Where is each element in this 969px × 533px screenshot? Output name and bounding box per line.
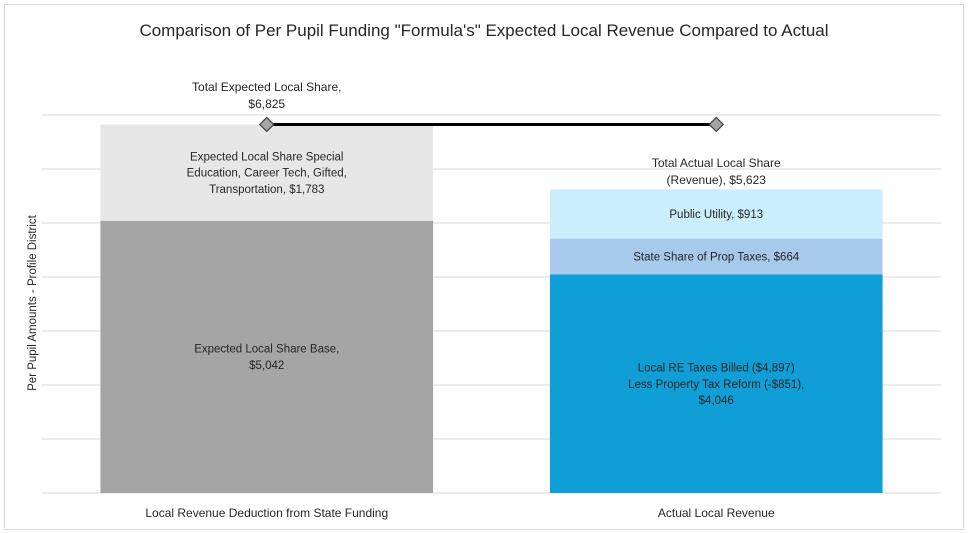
segment-label: Expected Local Share Base, $5,042 [194,344,339,372]
x-axis-categories: Local Revenue Deduction from State Fundi… [145,506,775,520]
segment-label: Public Utility, $913 [669,209,763,221]
total-actual-label-line: (Revenue), $5,623 [667,173,767,187]
bar-segment [549,189,883,239]
chart-title: Comparison of Per Pupil Funding "Formula… [139,21,828,40]
bars [100,124,883,493]
category-label: Local Revenue Deduction from State Fundi… [145,506,388,520]
category-label: Actual Local Revenue [658,506,775,520]
segment-label-line: $4,046 [699,395,734,407]
total-actual-label: Total Actual Local Share (Revenue), $5,62… [652,156,781,187]
segment-label-line: Public Utility, $913 [669,209,763,221]
segment-label: Local RE Taxes Billed ($4,897) Less Prope… [628,362,804,407]
segment-label-line: State Share of Prop Taxes, $664 [633,252,800,264]
total-expected-label: Total Expected Local Share, $6,825 [192,80,341,111]
segment-label-line: Expected Local Share Special [190,151,343,163]
bar-segment [100,124,434,221]
bar-segment [100,220,434,493]
diamond-marker [708,116,725,133]
segment-label-line: $5,042 [249,360,284,372]
y-axis-label: Per Pupil Amounts - Profile District [27,214,39,391]
segment-label-line: Education, Career Tech, Gifted, [187,168,347,180]
segment-label: State Share of Prop Taxes, $664 [633,252,800,264]
total-actual-label-line: Total Actual Local Share [652,156,781,170]
bar-segment [549,238,883,275]
total-expected-label-line: Total Expected Local Share, [192,80,341,94]
diamond-marker [258,116,275,133]
data-labels: Expected Local Share Base, $5,042Expected… [187,80,805,407]
segment-label-line: Local RE Taxes Billed ($4,897) [638,362,795,374]
total-expected-line [258,116,725,133]
segment-label-line: Expected Local Share Base, [194,344,339,356]
total-expected-label-line: $6,825 [248,97,285,111]
bar-segment [549,274,883,493]
segment-label-line: Transportation, $1,783 [209,184,324,196]
segment-label: Expected Local Share Special Education, C… [187,151,347,196]
segment-label-line: Less Property Tax Reform (-$851), [628,379,804,391]
